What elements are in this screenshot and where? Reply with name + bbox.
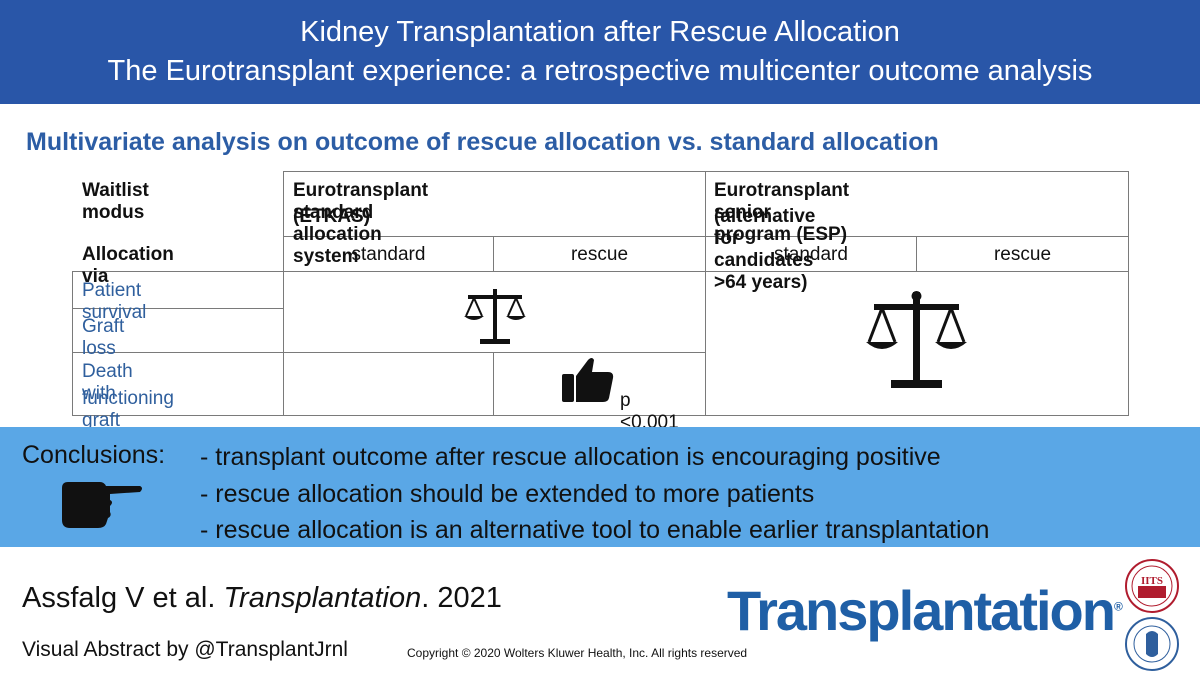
allocation-label: Allocation via: [82, 244, 174, 287]
citation-journal: Transplantation: [223, 582, 422, 614]
copyright-notice: Copyright © 2020 Wolters Kluwer Health, …: [407, 646, 748, 660]
etkas-standard-header: standard: [351, 244, 426, 265]
balance-scale-large-icon: [866, 291, 967, 388]
conclusions-label: Conclusions:: [22, 441, 166, 469]
table-line: [493, 352, 494, 416]
society-seal-top-icon: IITS: [1125, 559, 1179, 613]
esp-standard-header: standard: [774, 244, 848, 265]
header-banner: Kidney Transplantation after Rescue Allo…: [0, 0, 1200, 104]
etkas-rescue-header: rescue: [570, 244, 629, 265]
registered-mark: ®: [1113, 599, 1123, 614]
citation-authors: Assfalg V et al.: [22, 582, 224, 614]
citation: Assfalg V et al. Transplantation. 2021: [22, 582, 502, 615]
title-line-1: Kidney Transplantation after Rescue Allo…: [300, 16, 900, 48]
conclusion-item: - rescue allocation is an alternative to…: [200, 516, 990, 544]
citation-year: . 2021: [421, 582, 502, 614]
etkas-heading-2: (ETKAS): [293, 206, 371, 227]
esp-rescue-header: rescue: [993, 244, 1052, 265]
waitlist-label: Waitlist modus: [82, 180, 149, 223]
thumbs-up-icon: [562, 358, 614, 402]
conclusion-item: - transplant outcome after rescue alloca…: [200, 443, 941, 471]
esp-heading-2: (alternative for candidates >64 years): [714, 206, 816, 293]
seal-text: IITS: [1141, 575, 1163, 587]
section-subtitle: Multivariate analysis on outcome of resc…: [26, 128, 939, 156]
conclusion-item: - rescue allocation should be extended t…: [200, 480, 815, 508]
journal-logo-text: Transplantation: [727, 579, 1116, 642]
table-line: [283, 171, 1129, 172]
conclusions-panel: [0, 427, 1200, 547]
table-line: [1128, 171, 1129, 416]
table-line: [916, 236, 917, 272]
table-line: [72, 415, 1129, 416]
table-line: [72, 352, 706, 353]
table-line: [283, 236, 1129, 237]
table-line: [72, 271, 1129, 272]
table-line: [705, 171, 706, 416]
society-seal-bottom-icon: [1125, 617, 1179, 671]
table-line: [283, 171, 284, 416]
title-line-2: The Eurotransplant experience: a retrosp…: [107, 55, 1093, 87]
journal-logo: Transplantation®: [727, 578, 1123, 643]
table-line: [72, 308, 283, 309]
esp-heading-1: Eurotransplant senior program (ESP): [714, 180, 850, 245]
table-line: [72, 271, 73, 416]
row-death-line-1: Death with: [82, 361, 133, 404]
row-graft-loss: Graft loss: [82, 316, 125, 359]
balance-scale-icon: [464, 289, 526, 344]
row-death-line-2: functioning graft: [82, 388, 174, 431]
row-patient-survival: Patient survival: [82, 280, 147, 323]
visual-abstract-credit: Visual Abstract by @TransplantJrnl: [22, 638, 348, 661]
table-line: [493, 236, 494, 272]
pointing-hand-icon: [62, 482, 142, 528]
etkas-heading-1: Eurotransplant standard allocation syste…: [293, 180, 429, 267]
